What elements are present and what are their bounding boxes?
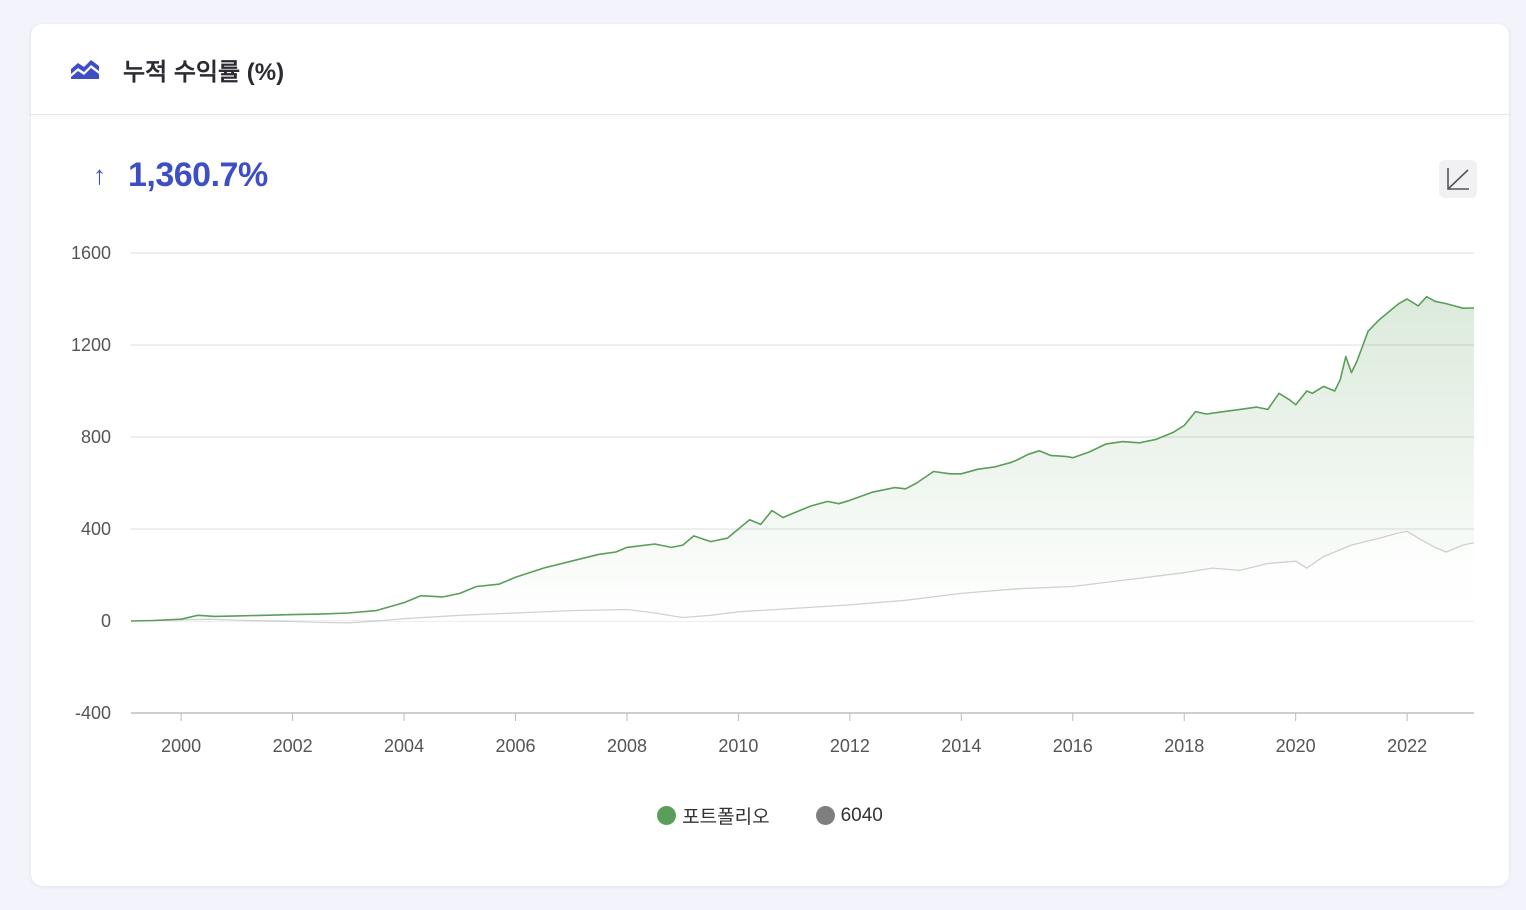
legend-label-6040: 6040 [840, 804, 883, 826]
x-tick-label: 2002 [273, 736, 313, 756]
x-tick-label: 2008 [607, 736, 647, 756]
legend-label-portfolio: 포트폴리오 [682, 807, 770, 828]
x-tick-label: 2018 [1164, 736, 1204, 756]
legend-item-6040[interactable]: 6040 [815, 802, 883, 829]
x-tick-label: 2012 [830, 736, 870, 756]
y-tick-label: -400 [75, 703, 111, 723]
x-tick-label: 2020 [1276, 736, 1316, 756]
y-tick-label: 1200 [71, 335, 111, 355]
card-header: 누적 수익률 (%) [31, 24, 1509, 115]
total-return-value: 1,360.7% [128, 156, 268, 194]
axis-scale-icon [1447, 168, 1469, 190]
y-tick-label: 800 [81, 427, 111, 447]
cumulative-return-card: 누적 수익률 (%) ↑ 1,360.7% 1600 1200 800 400 0 -40… [31, 24, 1509, 886]
x-tick-label: 2016 [1053, 736, 1093, 756]
area-chart-icon [69, 57, 101, 81]
x-tick-label: 2022 [1387, 736, 1427, 756]
6040-area [131, 531, 1474, 623]
total-return-kpi: ↑ 1,360.7% [93, 156, 268, 195]
card-title: 누적 수익률 (%) [123, 58, 285, 86]
portfolio-area [131, 296, 1474, 621]
legend-dot-6040 [815, 806, 835, 825]
6040-line [130, 530, 1475, 624]
x-tick-label: 2000 [161, 736, 201, 756]
legend-dot-portfolio [657, 806, 677, 825]
chart-legend: 포트폴리오 6040 [31, 802, 1509, 829]
cumulative-return-chart: 1600 1200 800 400 0 -400 2000 2002 2004 2006 2008 2… [71, 243, 1475, 756]
legend-item-portfolio[interactable]: 포트폴리오 [657, 802, 770, 829]
y-tick-label: 0 [101, 611, 111, 631]
portfolio-line [130, 295, 1475, 622]
axis-scale-button[interactable] [1439, 160, 1477, 198]
up-arrow-icon: ↑ [93, 160, 106, 190]
y-tick-label: 1600 [71, 243, 111, 263]
x-tick-label: 2004 [384, 736, 424, 756]
x-tick-label: 2010 [718, 736, 758, 756]
x-tick-label: 2014 [941, 736, 981, 756]
y-tick-label: 400 [81, 519, 111, 539]
x-tick-label: 2006 [495, 736, 535, 756]
